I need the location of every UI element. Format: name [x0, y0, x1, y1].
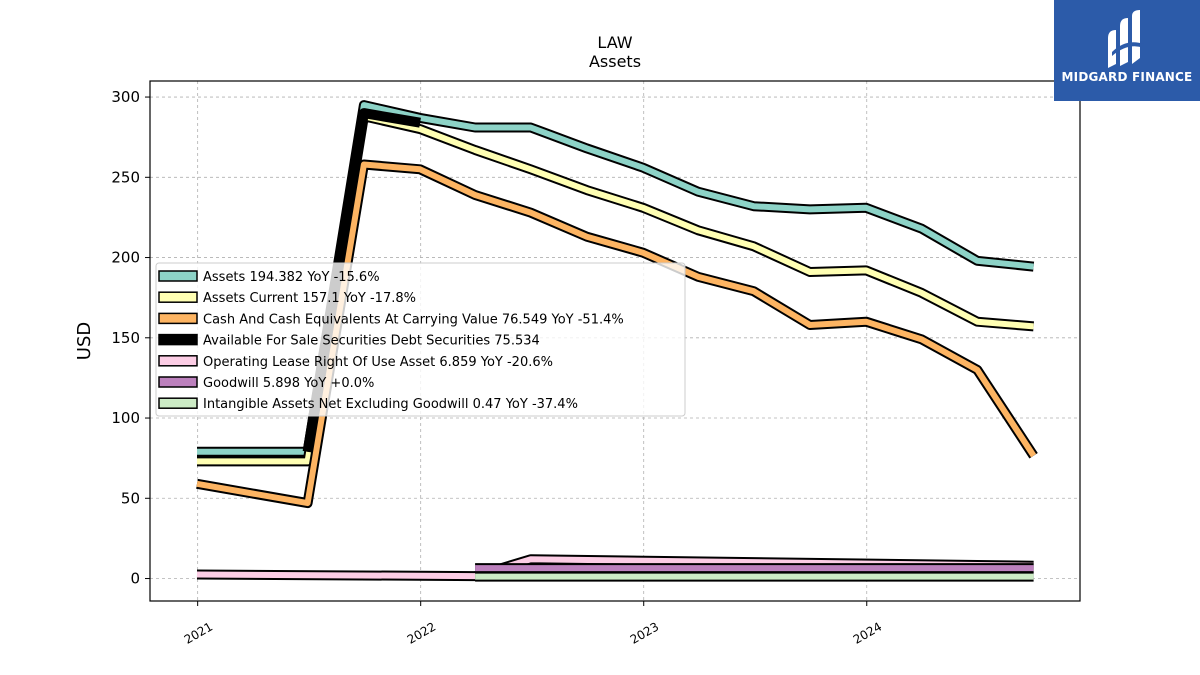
series-2	[196, 159, 1038, 509]
legend-entry: Assets Current 157.1 YoY -17.8%	[203, 291, 416, 306]
x-tick-label: 2024	[851, 619, 884, 646]
y-tick-label: 50	[121, 489, 140, 507]
y-tick-label: 0	[130, 570, 140, 588]
y-tick-label: 150	[111, 329, 140, 347]
y-tick-label: 250	[111, 168, 140, 186]
midgard-logo-icon	[1108, 10, 1144, 68]
legend-entry: Cash And Cash Equivalents At Carrying Va…	[203, 312, 624, 327]
legend-entry: Operating Lease Right Of Use Asset 6.859…	[203, 355, 553, 370]
x-tick-label: 2023	[628, 619, 661, 646]
x-tick-label: 2022	[405, 619, 438, 646]
legend-swatch	[158, 270, 198, 282]
plot-frame	[149, 80, 1081, 602]
y-tick-label: 100	[111, 409, 140, 427]
legend-entry: Goodwill 5.898 YoY +0.0%	[203, 376, 374, 391]
legend-swatch	[158, 376, 198, 388]
legend-box	[155, 262, 686, 417]
y-tick-label: 300	[111, 88, 140, 106]
legend-swatch	[158, 291, 198, 303]
legend-swatch	[158, 333, 198, 346]
legend-entry: Intangible Assets Net Excluding Goodwill…	[203, 397, 578, 412]
legend-entry: Assets 194.382 YoY -15.6%	[203, 270, 380, 285]
x-tick-label: 2021	[182, 619, 215, 646]
legend-swatch	[158, 397, 198, 409]
series-line	[197, 102, 1034, 455]
logo-text: MIDGARD FINANCE	[1061, 70, 1193, 84]
series-line	[196, 161, 1037, 507]
legend-entry: Available For Sale Securities Debt Secur…	[203, 334, 540, 349]
legend-swatch	[158, 355, 198, 367]
chart-subtitle: Assets	[588, 52, 642, 71]
series-0	[197, 100, 1035, 457]
legend: Assets 194.382 YoY -15.6% Assets Current …	[155, 262, 686, 417]
legend-swatch	[158, 312, 198, 325]
y-axis-label: USD	[74, 322, 95, 360]
chart-title: LAW	[597, 33, 633, 52]
midgard-logo: MIDGARD FINANCE	[1054, 0, 1200, 101]
y-tick-label: 200	[111, 249, 140, 267]
